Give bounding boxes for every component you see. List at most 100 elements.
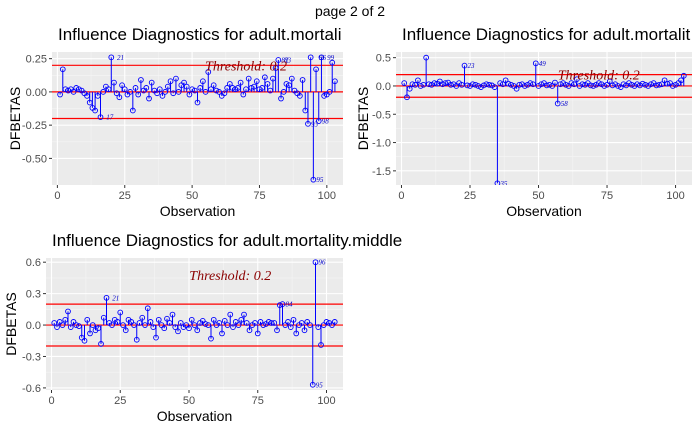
data-point [224,322,231,328]
data-point [307,322,313,328]
data-point [103,294,110,301]
data-point [70,89,77,95]
data-point [521,83,528,89]
data-point [590,83,597,89]
data-point [604,81,610,88]
data-point [274,327,280,334]
data-point [251,83,257,90]
data-point [194,99,201,106]
data-point [483,81,490,88]
data-point [98,341,104,347]
data-point [243,86,249,93]
data-point [191,322,198,328]
y-tick-label: -1.0 [372,138,391,150]
data-point [628,81,635,88]
data-point [84,93,90,99]
data-point [138,77,144,83]
data-point [538,81,545,88]
data-point [226,81,233,87]
data-point [221,318,228,324]
data-point [183,83,190,90]
data-point [129,107,136,114]
data-point [310,176,317,183]
data-point [267,87,274,94]
data-point [109,322,115,328]
data-point [299,77,306,83]
data-point [321,93,327,99]
data-point [139,314,146,321]
data-point [287,324,294,330]
x-axis-title: Observation [157,408,232,424]
x-tick-label: 100 [317,395,335,407]
data-point [144,305,151,312]
data-point [105,86,112,93]
data-point [286,82,292,89]
y-tick-label: 0.3 [26,289,41,301]
chart-panel-1: Influence Diagnostics for adult.mortali 0… [7,25,343,219]
data-point [120,322,126,328]
data-point [76,323,82,329]
data-point [271,320,278,326]
data-point [210,82,217,89]
data-point [302,107,309,114]
data-point [447,81,454,88]
point-label: 35 [499,180,508,188]
data-point [119,82,125,89]
data-point [235,322,242,328]
chart-title: Influence Diagnostics for adult.mortalit… [52,231,402,250]
data-point [442,80,449,86]
data-point [135,91,142,98]
data-point [159,93,166,99]
data-point [194,327,201,334]
data-point [181,79,187,86]
data-point [197,85,204,91]
data-point [415,77,421,84]
data-point [505,80,512,87]
data-point [268,320,275,326]
data-point [240,91,247,98]
data-point [154,90,160,97]
data-point [606,78,613,85]
data-point [237,79,244,86]
data-point [133,336,140,343]
point-label: 82 [281,56,289,64]
y-tick-label: -0.6 [22,383,41,395]
data-point [278,95,284,102]
x-tick-label: 75 [253,190,265,202]
data-point [275,57,282,63]
point-label: 83 [284,56,292,64]
x-tick-label: 50 [532,190,544,202]
x-tick-label: 25 [119,190,131,202]
data-point [57,91,63,98]
data-point [290,316,297,323]
data-point [609,82,616,89]
y-axis-title: DFBETAS [7,87,23,151]
data-point [167,78,174,85]
data-point [146,95,152,102]
data-point [216,320,223,326]
data-point [94,93,101,99]
data-point [331,319,338,325]
data-point [401,80,408,86]
data-point [186,325,192,332]
data-point [252,320,258,326]
data-point [253,78,260,85]
data-point [276,302,283,308]
data-point [169,311,176,318]
chart-panel-3: Influence Diagnostics for adult.mortalit… [3,231,402,424]
data-point [305,120,311,127]
y-tick-label: -0.50 [22,153,47,165]
data-point [221,90,228,97]
point-label: 17 [106,114,114,122]
x-tick-label: 100 [318,190,336,202]
data-point [232,86,239,93]
data-point [458,81,465,88]
data-point [238,316,245,323]
data-point [669,83,676,89]
data-point [131,322,137,328]
data-point [615,83,621,89]
data-point [309,381,316,388]
data-point [84,316,91,323]
data-point [315,324,322,330]
point-label: 95 [316,381,324,389]
